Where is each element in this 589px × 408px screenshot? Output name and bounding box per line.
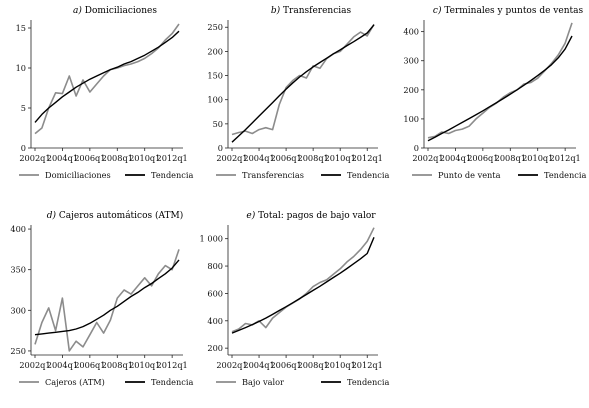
- x-tick-label: 2002q1: [216, 360, 247, 370]
- y-tick-label: 50: [213, 119, 223, 129]
- panel-title: b) Transferencias: [271, 5, 352, 16]
- legend-label: Tendencia: [151, 170, 194, 180]
- legend-label: Tendencia: [347, 170, 390, 180]
- y-tick-label: 800: [207, 261, 223, 271]
- y-tick-label: 200: [207, 343, 223, 353]
- legend-label: Tendencia: [151, 377, 194, 387]
- panel-title-text: Total: pagos de bajo valor: [258, 211, 376, 221]
- panel-title: d) Cajeros automáticos (ATM): [47, 210, 184, 221]
- series-line-trend: [427, 35, 573, 142]
- x-tick-label: 2010q1: [129, 153, 160, 163]
- legend-label: Tendencia: [544, 170, 587, 180]
- x-tick-label: 2004q1: [243, 153, 274, 163]
- x-tick-label: 2008q1: [297, 360, 328, 370]
- x-tick-label: 2012q1: [352, 153, 383, 163]
- chart-panel-b: b) Transferencias0501001502002502002q120…: [207, 5, 389, 180]
- y-tick-label: 300: [10, 305, 26, 315]
- x-tick-label: 2012q1: [352, 360, 383, 370]
- y-tick-label: 250: [207, 22, 223, 32]
- x-tick-label: 2004q1: [440, 153, 471, 163]
- chart-panel-e: e) Total: pagos de bajo valor 200 400 600 80…: [200, 210, 390, 387]
- x-tick-label: 2010q1: [325, 153, 356, 163]
- x-tick-label: 2008q1: [102, 153, 133, 163]
- panel-letter: e): [246, 210, 258, 221]
- x-tick-label: 2002q1: [216, 153, 247, 163]
- y-tick-label: 0: [21, 143, 26, 153]
- y-tick-label: 10: [16, 63, 26, 73]
- series-line-observed: [34, 23, 180, 135]
- x-tick-label: 2006q1: [74, 360, 105, 370]
- panel-letter: b): [271, 5, 283, 16]
- x-tick-label: 2002q1: [19, 153, 50, 163]
- series-line-trend: [34, 30, 180, 123]
- series-line-observed: [231, 23, 375, 136]
- y-tick-label: 400: [403, 27, 419, 37]
- panel-title: e) Total: pagos de bajo valor: [246, 210, 376, 221]
- legend-label: Cajeros (ATM): [45, 377, 105, 387]
- legend-label: Tendencia: [347, 377, 390, 387]
- series-line-trend: [231, 237, 375, 334]
- x-tick-label: 2006q1: [74, 153, 105, 163]
- y-tick-label: 0: [414, 143, 419, 153]
- panel-letter: d): [47, 210, 59, 221]
- y-tick-label: 200: [403, 85, 419, 95]
- y-tick-label: 400: [10, 224, 26, 234]
- x-tick-label: 2002q1: [19, 360, 50, 370]
- chart-panel-d: d) Cajeros automáticos (ATM) 250 300 350 400…: [10, 210, 193, 387]
- x-tick-label: 2006q1: [467, 153, 498, 163]
- x-tick-label: 2008q1: [102, 360, 133, 370]
- series-line-trend: [34, 259, 180, 336]
- panel-letter: a): [73, 5, 85, 16]
- x-tick-label: 2006q1: [270, 360, 301, 370]
- panel-title-text: Terminales y puntos de ventas: [444, 6, 583, 16]
- y-tick-label: 100: [403, 114, 419, 124]
- y-tick-label: 200: [207, 46, 223, 56]
- panel-title-text: Transferencias: [283, 6, 351, 16]
- x-tick-label: 2004q1: [47, 153, 78, 163]
- x-tick-label: 2010q1: [129, 360, 160, 370]
- y-tick-label: 600: [207, 288, 223, 298]
- legend-label: Bajo valor: [242, 377, 284, 387]
- y-tick-label: 1 000: [200, 234, 223, 244]
- y-tick-label: 250: [10, 346, 26, 356]
- y-tick-label: 5: [21, 103, 26, 113]
- y-tick-label: 400: [207, 316, 223, 326]
- series-line-observed: [231, 227, 375, 333]
- legend-label: Punto de venta: [438, 170, 501, 180]
- x-tick-label: 2008q1: [495, 153, 526, 163]
- panel-title: a) Domiciliaciones: [73, 5, 157, 16]
- panel-title-text: Domiciliaciones: [85, 6, 158, 16]
- series-line-observed: [427, 22, 573, 139]
- x-tick-label: 2002q1: [412, 153, 443, 163]
- y-tick-label: 15: [16, 23, 26, 33]
- y-tick-label: 100: [207, 95, 223, 105]
- chart-panel-a: a) Domiciliaciones 0 5 10 15 2002q12004q12006…: [16, 5, 194, 180]
- x-tick-label: 2012q1: [156, 360, 187, 370]
- x-tick-label: 2012q1: [549, 153, 580, 163]
- x-tick-label: 2012q1: [156, 153, 187, 163]
- y-tick-label: 350: [10, 265, 26, 275]
- y-tick-label: 0: [218, 143, 223, 153]
- panel-title: c) Terminales y puntos de ventas: [433, 5, 584, 16]
- panel-title-text: Cajeros automáticos (ATM): [59, 210, 183, 221]
- chart-panel-c: c) Terminales y puntos de ventas 0 100 200 3…: [403, 5, 586, 180]
- x-tick-label: 2010q1: [522, 153, 553, 163]
- x-tick-label: 2008q1: [297, 153, 328, 163]
- series-line-observed: [34, 249, 180, 352]
- legend-label: Transferencias: [242, 170, 304, 180]
- x-tick-label: 2010q1: [325, 360, 356, 370]
- legend-label: Domiciliaciones: [45, 170, 111, 180]
- x-tick-label: 2004q1: [47, 360, 78, 370]
- y-tick-label: 300: [403, 56, 419, 66]
- x-tick-label: 2004q1: [243, 360, 274, 370]
- y-tick-label: 150: [207, 71, 223, 81]
- x-tick-label: 2006q1: [270, 153, 301, 163]
- series-line-trend: [231, 24, 375, 143]
- panel-letter: c): [433, 5, 444, 16]
